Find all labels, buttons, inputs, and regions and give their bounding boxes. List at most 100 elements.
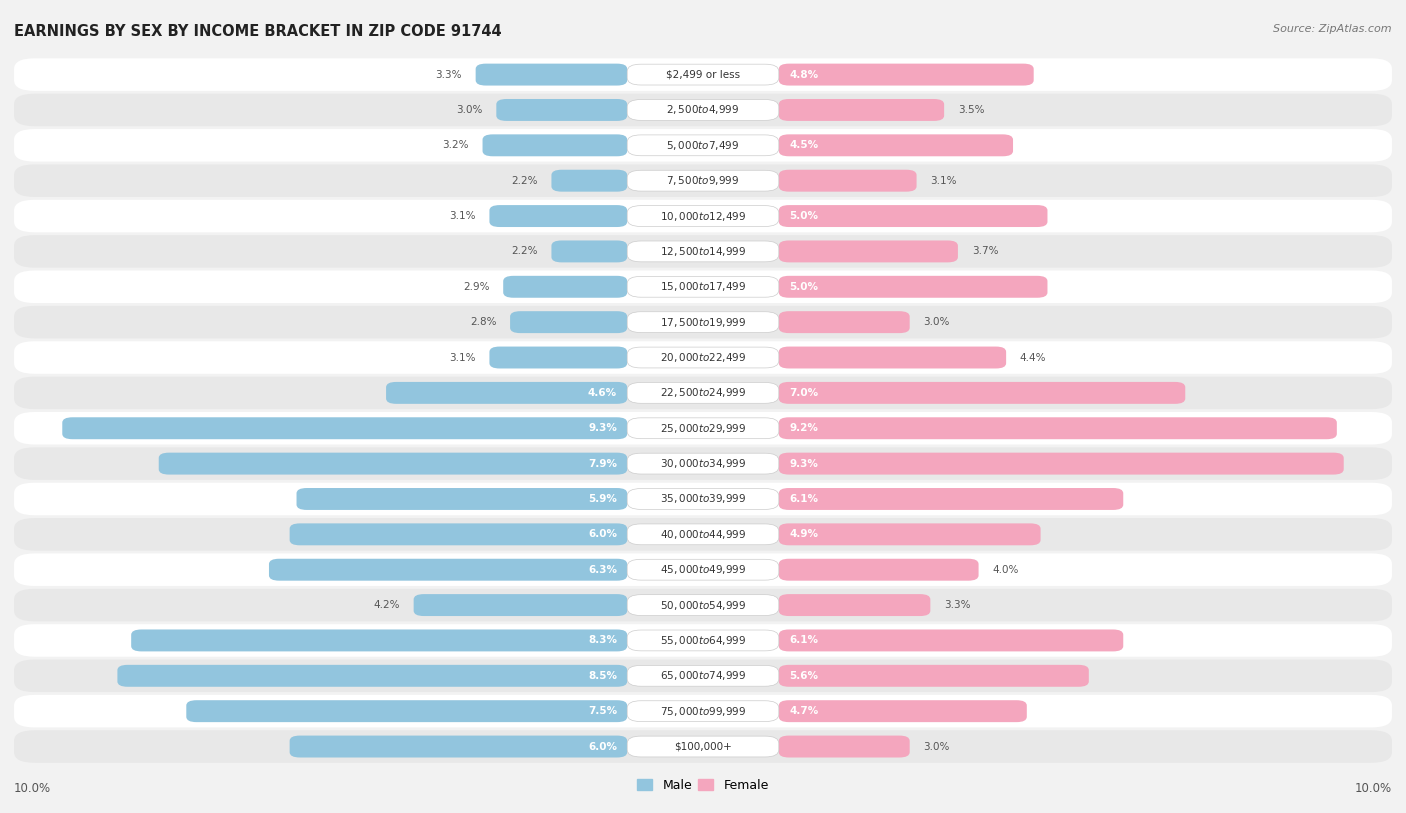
FancyBboxPatch shape	[627, 276, 779, 298]
Legend: Male, Female: Male, Female	[633, 774, 773, 797]
FancyBboxPatch shape	[14, 447, 1392, 480]
Text: $30,000 to $34,999: $30,000 to $34,999	[659, 457, 747, 470]
FancyBboxPatch shape	[551, 170, 627, 192]
FancyBboxPatch shape	[117, 665, 627, 687]
Text: $5,000 to $7,499: $5,000 to $7,499	[666, 139, 740, 152]
FancyBboxPatch shape	[627, 736, 779, 757]
FancyBboxPatch shape	[14, 554, 1392, 586]
Text: 4.9%: 4.9%	[789, 529, 818, 539]
Text: $25,000 to $29,999: $25,000 to $29,999	[659, 422, 747, 435]
Text: 3.1%: 3.1%	[449, 211, 475, 221]
FancyBboxPatch shape	[627, 489, 779, 510]
FancyBboxPatch shape	[496, 99, 627, 121]
FancyBboxPatch shape	[627, 453, 779, 474]
FancyBboxPatch shape	[290, 524, 627, 546]
FancyBboxPatch shape	[14, 730, 1392, 763]
Text: 2.9%: 2.9%	[463, 282, 489, 292]
FancyBboxPatch shape	[14, 483, 1392, 515]
Text: 7.9%: 7.9%	[588, 459, 617, 468]
FancyBboxPatch shape	[131, 629, 627, 651]
Text: 2.2%: 2.2%	[512, 176, 537, 185]
FancyBboxPatch shape	[14, 695, 1392, 728]
Text: 3.0%: 3.0%	[924, 317, 950, 327]
FancyBboxPatch shape	[779, 736, 910, 758]
Text: 4.7%: 4.7%	[789, 706, 818, 716]
FancyBboxPatch shape	[627, 665, 779, 686]
FancyBboxPatch shape	[510, 311, 627, 333]
Text: 6.1%: 6.1%	[789, 494, 818, 504]
FancyBboxPatch shape	[14, 376, 1392, 409]
FancyBboxPatch shape	[627, 135, 779, 156]
FancyBboxPatch shape	[14, 659, 1392, 692]
Text: 5.0%: 5.0%	[789, 211, 818, 221]
Text: 10.0%: 10.0%	[14, 782, 51, 795]
FancyBboxPatch shape	[627, 347, 779, 368]
FancyBboxPatch shape	[14, 589, 1392, 621]
FancyBboxPatch shape	[779, 170, 917, 192]
Text: $20,000 to $22,499: $20,000 to $22,499	[659, 351, 747, 364]
FancyBboxPatch shape	[14, 59, 1392, 91]
Text: $2,500 to $4,999: $2,500 to $4,999	[666, 103, 740, 116]
Text: 5.0%: 5.0%	[789, 282, 818, 292]
Text: $12,500 to $14,999: $12,500 to $14,999	[659, 245, 747, 258]
Text: 3.1%: 3.1%	[931, 176, 957, 185]
Text: 7.5%: 7.5%	[588, 706, 617, 716]
FancyBboxPatch shape	[627, 382, 779, 403]
FancyBboxPatch shape	[475, 63, 627, 85]
FancyBboxPatch shape	[779, 665, 1088, 687]
FancyBboxPatch shape	[627, 701, 779, 722]
Text: 4.2%: 4.2%	[374, 600, 399, 610]
Text: $10,000 to $12,499: $10,000 to $12,499	[659, 210, 747, 223]
Text: Source: ZipAtlas.com: Source: ZipAtlas.com	[1274, 24, 1392, 34]
FancyBboxPatch shape	[186, 700, 627, 722]
Text: 3.0%: 3.0%	[924, 741, 950, 751]
Text: 6.3%: 6.3%	[588, 565, 617, 575]
FancyBboxPatch shape	[627, 64, 779, 85]
Text: 3.7%: 3.7%	[972, 246, 998, 256]
Text: $17,500 to $19,999: $17,500 to $19,999	[659, 315, 747, 328]
Text: 2.2%: 2.2%	[512, 246, 537, 256]
Text: $45,000 to $49,999: $45,000 to $49,999	[659, 563, 747, 576]
Text: 7.0%: 7.0%	[789, 388, 818, 398]
FancyBboxPatch shape	[14, 412, 1392, 445]
Text: $35,000 to $39,999: $35,000 to $39,999	[659, 493, 747, 506]
FancyBboxPatch shape	[627, 311, 779, 333]
FancyBboxPatch shape	[14, 93, 1392, 126]
Text: 6.0%: 6.0%	[588, 529, 617, 539]
FancyBboxPatch shape	[627, 241, 779, 262]
FancyBboxPatch shape	[413, 594, 627, 616]
FancyBboxPatch shape	[779, 488, 1123, 510]
Text: $22,500 to $24,999: $22,500 to $24,999	[659, 386, 747, 399]
FancyBboxPatch shape	[627, 559, 779, 580]
Text: 4.6%: 4.6%	[588, 388, 617, 398]
FancyBboxPatch shape	[779, 524, 1040, 546]
FancyBboxPatch shape	[627, 524, 779, 545]
FancyBboxPatch shape	[779, 241, 957, 263]
FancyBboxPatch shape	[779, 700, 1026, 722]
FancyBboxPatch shape	[779, 99, 945, 121]
FancyBboxPatch shape	[779, 276, 1047, 298]
FancyBboxPatch shape	[14, 341, 1392, 374]
FancyBboxPatch shape	[269, 559, 627, 580]
FancyBboxPatch shape	[14, 164, 1392, 197]
FancyBboxPatch shape	[627, 99, 779, 120]
FancyBboxPatch shape	[503, 276, 627, 298]
Text: 4.4%: 4.4%	[1019, 353, 1046, 363]
FancyBboxPatch shape	[14, 235, 1392, 267]
FancyBboxPatch shape	[779, 594, 931, 616]
Text: $75,000 to $99,999: $75,000 to $99,999	[659, 705, 747, 718]
FancyBboxPatch shape	[779, 311, 910, 333]
FancyBboxPatch shape	[14, 306, 1392, 338]
Text: 3.2%: 3.2%	[443, 141, 468, 150]
Text: 10.0%: 10.0%	[1355, 782, 1392, 795]
Text: $65,000 to $74,999: $65,000 to $74,999	[659, 669, 747, 682]
Text: 3.3%: 3.3%	[945, 600, 970, 610]
Text: 9.2%: 9.2%	[789, 424, 818, 433]
Text: $100,000+: $100,000+	[673, 741, 733, 751]
Text: 3.5%: 3.5%	[957, 105, 984, 115]
Text: 4.0%: 4.0%	[993, 565, 1019, 575]
Text: $2,499 or less: $2,499 or less	[666, 70, 740, 80]
Text: 5.6%: 5.6%	[789, 671, 818, 680]
FancyBboxPatch shape	[14, 271, 1392, 303]
FancyBboxPatch shape	[779, 629, 1123, 651]
